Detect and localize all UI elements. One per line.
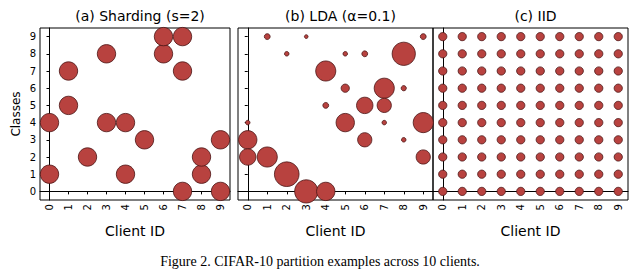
svg-text:2: 2 — [82, 204, 93, 210]
svg-text:3: 3 — [496, 204, 507, 210]
svg-text:9: 9 — [30, 31, 36, 42]
svg-text:7: 7 — [177, 204, 188, 210]
svg-text:8: 8 — [30, 48, 36, 59]
svg-text:5: 5 — [340, 204, 351, 210]
svg-text:2: 2 — [30, 152, 36, 163]
svg-text:1: 1 — [30, 169, 36, 180]
svg-text:3: 3 — [30, 134, 36, 145]
svg-text:8: 8 — [196, 204, 207, 210]
svg-text:7: 7 — [379, 204, 390, 210]
svg-text:(c) IID: (c) IID — [514, 8, 556, 24]
svg-text:7: 7 — [30, 66, 36, 77]
svg-text:1: 1 — [457, 204, 468, 210]
svg-text:3: 3 — [301, 204, 312, 210]
svg-text:6: 6 — [554, 204, 565, 210]
svg-text:0: 0 — [242, 204, 253, 210]
svg-text:5: 5 — [535, 204, 546, 210]
svg-text:5: 5 — [30, 100, 36, 111]
svg-text:7: 7 — [574, 204, 585, 210]
svg-text:(b) LDA (α=0.1): (b) LDA (α=0.1) — [285, 8, 396, 24]
svg-text:6: 6 — [359, 204, 370, 210]
svg-text:9: 9 — [215, 204, 226, 210]
svg-text:9: 9 — [613, 204, 624, 210]
svg-text:4: 4 — [320, 204, 331, 210]
svg-text:Client ID: Client ID — [306, 223, 366, 239]
svg-text:Classes: Classes — [9, 91, 23, 136]
svg-text:6: 6 — [30, 83, 36, 94]
svg-text:8: 8 — [593, 204, 604, 210]
svg-text:Client ID: Client ID — [105, 223, 165, 239]
svg-text:4: 4 — [120, 204, 131, 210]
svg-text:0: 0 — [437, 204, 448, 210]
svg-text:8: 8 — [398, 204, 409, 210]
svg-text:0: 0 — [30, 186, 36, 197]
svg-text:2: 2 — [281, 204, 292, 210]
svg-text:3: 3 — [101, 204, 112, 210]
svg-text:Client ID: Client ID — [501, 223, 561, 239]
svg-text:2: 2 — [476, 204, 487, 210]
svg-text:6: 6 — [158, 204, 169, 210]
svg-text:9: 9 — [418, 204, 429, 210]
svg-text:(a) Sharding (s=2): (a) Sharding (s=2) — [75, 8, 205, 24]
svg-text:4: 4 — [30, 117, 36, 128]
svg-text:Figure 2. CIFAR-10 partition e: Figure 2. CIFAR-10 partition examples ac… — [160, 254, 480, 269]
svg-text:5: 5 — [139, 204, 150, 210]
svg-text:1: 1 — [63, 204, 74, 210]
svg-text:4: 4 — [515, 204, 526, 210]
svg-text:1: 1 — [262, 204, 273, 210]
svg-text:0: 0 — [44, 204, 55, 210]
